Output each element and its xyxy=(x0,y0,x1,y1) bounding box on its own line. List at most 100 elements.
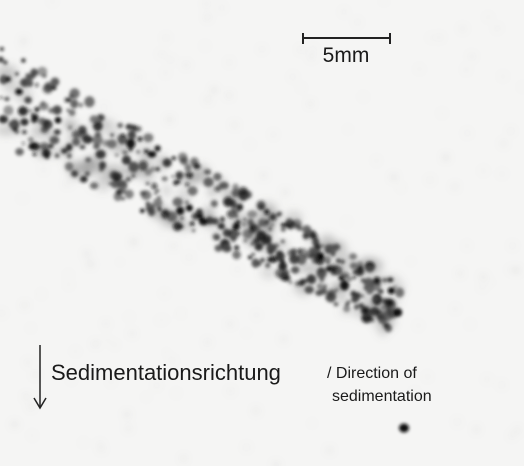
particle xyxy=(300,86,303,89)
particle xyxy=(113,344,116,346)
particle xyxy=(232,183,239,191)
particle xyxy=(180,216,184,220)
particle xyxy=(351,275,357,280)
particle xyxy=(40,101,46,106)
particle xyxy=(213,172,222,181)
particle xyxy=(125,412,130,417)
particle xyxy=(155,383,159,388)
particle xyxy=(22,130,27,134)
particle xyxy=(143,149,149,154)
particle xyxy=(365,265,374,273)
particle xyxy=(204,2,209,5)
particle xyxy=(138,160,148,172)
particle xyxy=(363,285,368,291)
particle xyxy=(326,244,337,255)
particle xyxy=(66,108,70,112)
particle xyxy=(362,307,369,314)
arrow-head xyxy=(33,397,47,410)
particle xyxy=(147,207,156,217)
particle xyxy=(0,96,3,99)
particle xyxy=(312,238,320,247)
particle xyxy=(321,243,325,248)
particle xyxy=(79,144,86,150)
particle xyxy=(15,72,19,76)
particle xyxy=(326,261,330,264)
particle xyxy=(144,396,148,398)
particle xyxy=(85,157,92,163)
particle xyxy=(232,123,236,127)
particle xyxy=(454,307,457,311)
particle xyxy=(21,58,26,63)
particle xyxy=(84,138,90,142)
particle xyxy=(80,157,99,175)
particle xyxy=(481,169,486,172)
particle xyxy=(20,118,29,126)
particle xyxy=(176,224,184,230)
particle xyxy=(102,139,110,147)
particle xyxy=(3,60,8,65)
particle xyxy=(179,312,183,315)
particle xyxy=(260,265,278,280)
particle xyxy=(21,141,25,146)
particle xyxy=(147,151,157,158)
particle xyxy=(251,252,256,256)
particle xyxy=(33,144,40,151)
particle xyxy=(68,283,70,287)
particle xyxy=(382,0,386,2)
caption-translation: / Direction of xyxy=(327,365,417,382)
particle xyxy=(302,225,312,234)
particle xyxy=(104,322,108,325)
particle xyxy=(29,405,33,409)
particle xyxy=(54,116,62,124)
particle xyxy=(119,261,121,263)
particle xyxy=(164,71,167,75)
particle xyxy=(15,148,24,156)
particle xyxy=(340,272,350,280)
particle xyxy=(302,232,309,240)
particle xyxy=(308,230,317,239)
particle xyxy=(110,180,120,189)
particle xyxy=(157,207,162,212)
particle xyxy=(208,186,217,198)
particle xyxy=(268,226,273,231)
particle xyxy=(159,318,162,322)
particle xyxy=(4,76,12,83)
particle xyxy=(342,10,346,14)
particle xyxy=(165,351,168,354)
particle xyxy=(196,209,202,214)
particle xyxy=(72,138,81,146)
particle xyxy=(265,220,269,224)
particle xyxy=(110,379,113,384)
particle xyxy=(227,247,231,252)
particle xyxy=(495,27,499,30)
particle xyxy=(106,338,108,342)
particle xyxy=(166,211,177,222)
particle xyxy=(66,152,72,159)
particle xyxy=(296,253,307,265)
particle xyxy=(316,283,324,290)
particle xyxy=(291,224,296,229)
particle xyxy=(288,280,293,285)
particle xyxy=(353,304,359,310)
particle xyxy=(486,16,490,19)
particle xyxy=(92,134,103,146)
particle xyxy=(460,27,465,31)
particle xyxy=(114,153,119,157)
particle xyxy=(24,395,29,398)
particle-layer xyxy=(0,47,405,333)
particle xyxy=(355,21,359,24)
particle xyxy=(521,85,524,89)
particle xyxy=(176,206,185,215)
particle xyxy=(360,278,366,283)
particle xyxy=(509,268,513,272)
particle xyxy=(68,125,73,130)
particle xyxy=(48,143,54,149)
particle xyxy=(155,189,160,193)
particle xyxy=(31,115,39,123)
particle xyxy=(50,77,60,87)
particle xyxy=(227,322,233,326)
particle xyxy=(220,6,224,9)
particle xyxy=(244,446,249,449)
particle xyxy=(509,129,513,133)
particle xyxy=(109,170,119,180)
